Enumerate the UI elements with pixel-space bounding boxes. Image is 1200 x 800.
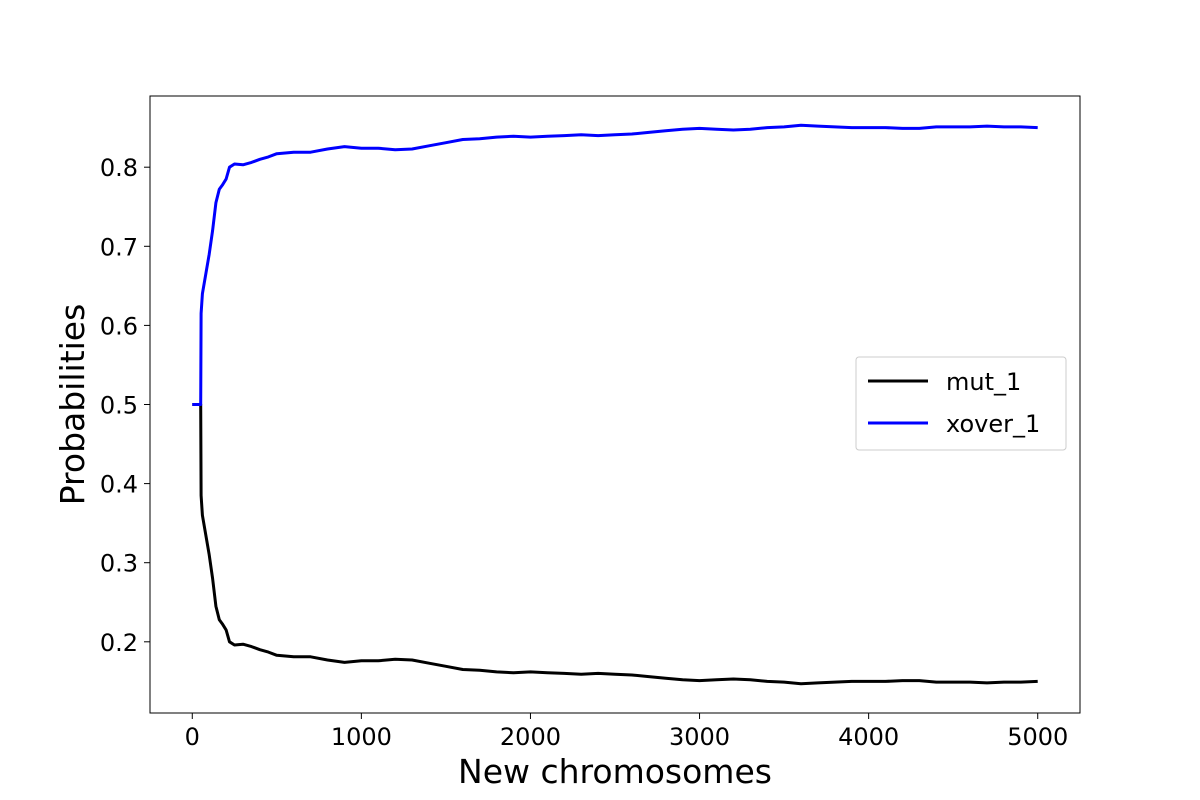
y-tick-label: 0.6 bbox=[100, 312, 138, 340]
plot-area bbox=[192, 123, 1038, 686]
x-tick-label: 5000 bbox=[1007, 723, 1068, 751]
y-tick-label: 0.3 bbox=[100, 550, 138, 578]
y-axis: 0.2 0.3 0.4 0.5 0.6 0.7 0.8 bbox=[100, 154, 150, 657]
legend: mut_1 xover_1 bbox=[855, 356, 1067, 451]
y-tick-label: 0.2 bbox=[100, 629, 138, 657]
x-axis: 0 1000 2000 3000 4000 5000 bbox=[185, 713, 1068, 751]
series-line-xover_1 bbox=[192, 123, 1038, 406]
y-axis-title: Probabilities bbox=[53, 304, 92, 506]
legend-label-xover_1: xover_1 bbox=[946, 410, 1040, 438]
y-tick-label: 0.8 bbox=[100, 154, 138, 182]
x-tick-label: 1000 bbox=[331, 723, 392, 751]
y-tick-label: 0.4 bbox=[100, 471, 138, 499]
x-axis-title: New chromosomes bbox=[458, 752, 772, 791]
y-tick-label: 0.5 bbox=[100, 392, 138, 420]
legend-label-mut_1: mut_1 bbox=[946, 368, 1021, 396]
x-tick-label: 4000 bbox=[838, 723, 899, 751]
x-tick-label: 2000 bbox=[500, 723, 561, 751]
x-tick-label: 3000 bbox=[669, 723, 730, 751]
series-line-mut_1 bbox=[192, 403, 1038, 686]
x-tick-label: 0 bbox=[185, 723, 200, 751]
y-tick-label: 0.7 bbox=[100, 233, 138, 261]
